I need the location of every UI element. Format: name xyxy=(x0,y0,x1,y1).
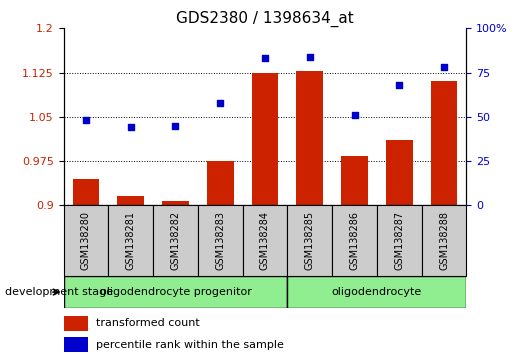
Title: GDS2380 / 1398634_at: GDS2380 / 1398634_at xyxy=(176,11,354,27)
Text: GSM138282: GSM138282 xyxy=(171,211,181,270)
Bar xyxy=(73,179,100,205)
Bar xyxy=(64,337,88,352)
Bar xyxy=(64,316,88,331)
Bar xyxy=(198,205,243,276)
Point xyxy=(261,56,269,61)
Text: GSM138281: GSM138281 xyxy=(126,211,136,270)
Bar xyxy=(252,73,278,205)
Point xyxy=(82,118,90,123)
Bar xyxy=(117,196,144,205)
Text: GSM138286: GSM138286 xyxy=(349,211,359,270)
Bar xyxy=(341,156,368,205)
Text: oligodendrocyte progenitor: oligodendrocyte progenitor xyxy=(100,287,251,297)
Bar xyxy=(162,201,189,205)
Text: GSM138280: GSM138280 xyxy=(81,211,91,270)
Text: transformed count: transformed count xyxy=(96,318,200,329)
Point xyxy=(305,54,314,59)
Bar xyxy=(296,72,323,205)
Bar xyxy=(377,205,422,276)
Text: GSM138288: GSM138288 xyxy=(439,211,449,270)
Bar xyxy=(153,205,198,276)
Point xyxy=(127,125,135,130)
Point xyxy=(395,82,403,88)
Bar xyxy=(422,205,466,276)
Text: GSM138285: GSM138285 xyxy=(305,211,315,270)
Text: development stage: development stage xyxy=(5,287,113,297)
Bar xyxy=(332,205,377,276)
Bar xyxy=(64,276,287,308)
Bar xyxy=(243,205,287,276)
Point xyxy=(350,112,359,118)
Text: oligodendrocyte: oligodendrocyte xyxy=(332,287,422,297)
Text: GSM138283: GSM138283 xyxy=(215,211,225,270)
Bar xyxy=(287,205,332,276)
Text: GSM138287: GSM138287 xyxy=(394,211,404,270)
Bar xyxy=(108,205,153,276)
Bar xyxy=(207,161,234,205)
Text: GSM138284: GSM138284 xyxy=(260,211,270,270)
Point xyxy=(216,100,225,105)
Bar xyxy=(287,276,466,308)
Bar xyxy=(386,141,413,205)
Point xyxy=(440,64,448,70)
Text: percentile rank within the sample: percentile rank within the sample xyxy=(96,339,284,350)
Point xyxy=(171,123,180,129)
Bar xyxy=(430,81,457,205)
Bar xyxy=(64,205,108,276)
